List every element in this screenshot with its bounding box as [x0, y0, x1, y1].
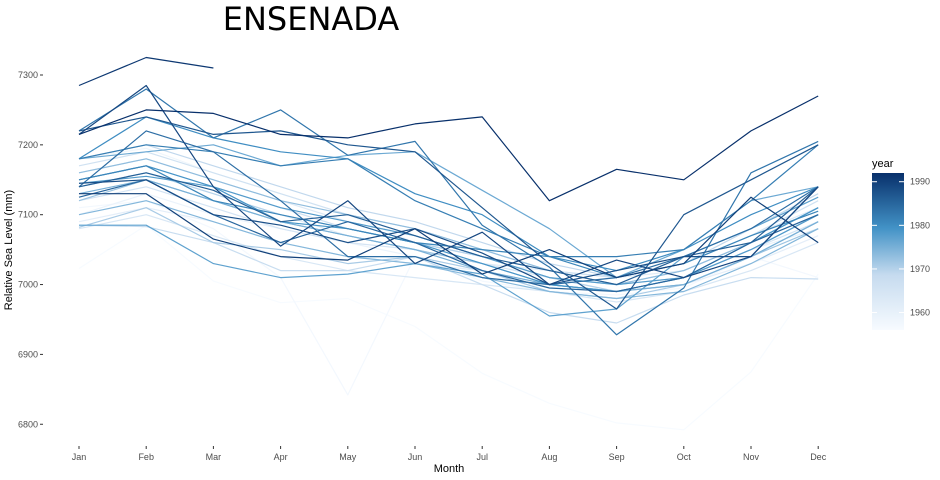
legend-title: year: [872, 158, 894, 170]
series-line-1990: [79, 193, 819, 279]
y-tick-label: 7300: [18, 70, 38, 80]
series-line-1973: [78, 158, 819, 286]
series-line-1982: [78, 144, 819, 258]
x-tick-label: Jul: [476, 452, 488, 462]
plot-lines: [78, 56, 819, 431]
series-line-1974: [78, 200, 819, 300]
x-axis: Jan Feb Mar Apr May Jun Jul Aug Sep Oct Nov Dec: [72, 446, 827, 462]
y-tick-label: 6800: [18, 419, 38, 429]
legend-tick-label: 1970: [910, 264, 930, 274]
series-line-1987: [78, 116, 819, 310]
legend-ticks: 1960 1970 1980 1990: [872, 177, 930, 318]
y-tick-label: 7200: [18, 140, 38, 150]
y-tick-label: 6900: [18, 349, 38, 359]
x-axis-title: Month: [434, 463, 465, 475]
x-tick-label: Jun: [408, 452, 423, 462]
series-line-1969: [78, 144, 819, 279]
legend-colorbar: [872, 173, 904, 330]
chart-title: ENSENADA: [223, 0, 400, 38]
series-line-1989: [78, 84, 819, 286]
series-line-1983: [78, 88, 819, 336]
y-axis-title: Relative Sea Level (mm): [3, 190, 15, 310]
x-tick-label: Mar: [206, 452, 222, 462]
legend-tick-label: 1990: [910, 177, 930, 187]
series-line-1986: [78, 172, 819, 286]
x-tick-label: Nov: [743, 452, 760, 462]
x-tick-label: Dec: [810, 452, 827, 462]
series-line-1975: [78, 179, 819, 293]
x-tick-label: May: [339, 452, 357, 462]
series-line-1980: [78, 116, 819, 272]
x-tick-label: Feb: [138, 452, 154, 462]
x-tick-label: Apr: [274, 452, 288, 462]
legend-tick-label: 1980: [910, 220, 930, 230]
y-tick-label: 7000: [18, 280, 38, 290]
series-line-1988: [78, 179, 819, 286]
x-tick-label: Jan: [72, 452, 87, 462]
x-tick-label: Aug: [541, 452, 557, 462]
series-line-1991: [78, 56, 214, 87]
legend-tick-label: 1960: [910, 308, 930, 318]
year-legend: year 1960 1970 1980 1990: [872, 158, 930, 330]
series-line-1992: [78, 95, 819, 202]
y-tick-label: 7100: [18, 210, 38, 220]
x-tick-label: Oct: [677, 452, 692, 462]
x-tick-label: Sep: [609, 452, 625, 462]
y-axis: 6800 6900 7000 7100 7200 7300: [18, 70, 43, 429]
series-line-1956: [78, 224, 819, 431]
